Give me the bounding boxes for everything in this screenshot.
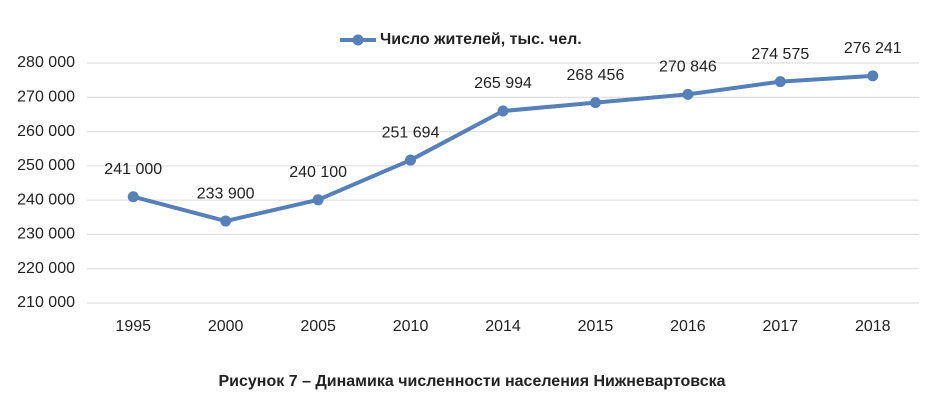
y-tick-label: 240 000	[17, 191, 75, 208]
y-tick-label: 210 000	[17, 294, 75, 311]
data-label: 274 575	[751, 46, 809, 63]
y-tick-label: 280 000	[17, 54, 75, 71]
y-tick-label: 260 000	[17, 123, 75, 140]
y-tick-label: 250 000	[17, 157, 75, 174]
data-label: 276 241	[844, 40, 902, 57]
data-label: 251 694	[382, 124, 440, 141]
legend-label: Число жителей, тыс. чел.	[380, 31, 582, 48]
data-point	[867, 70, 879, 82]
x-tick-label: 2016	[670, 318, 706, 335]
data-point	[405, 154, 417, 166]
data-point	[682, 88, 694, 100]
x-tick-label: 2017	[763, 318, 799, 335]
data-label: 240 100	[289, 164, 347, 181]
data-label: 268 456	[567, 67, 625, 84]
x-tick-label: 2018	[855, 318, 891, 335]
data-label: 233 900	[197, 185, 255, 202]
chart-caption: Рисунок 7 – Динамика численности населен…	[219, 373, 726, 390]
data-point	[312, 194, 324, 206]
legend-marker	[352, 34, 364, 46]
y-tick-label: 220 000	[17, 260, 75, 277]
data-label: 265 994	[474, 75, 532, 92]
x-tick-label: 2015	[578, 318, 614, 335]
x-tick-label: 2005	[300, 318, 336, 335]
data-label: 270 846	[659, 59, 717, 76]
x-tick-label: 2014	[485, 318, 521, 335]
x-tick-label: 1995	[115, 318, 151, 335]
x-tick-label: 2010	[393, 318, 429, 335]
data-point	[774, 76, 786, 88]
y-tick-label: 270 000	[17, 89, 75, 106]
data-label: 241 000	[104, 161, 162, 178]
y-tick-label: 230 000	[17, 226, 75, 243]
data-point	[589, 97, 601, 109]
data-point	[220, 215, 232, 227]
data-point	[127, 191, 139, 203]
data-point	[497, 105, 509, 117]
x-tick-label: 2000	[208, 318, 244, 335]
